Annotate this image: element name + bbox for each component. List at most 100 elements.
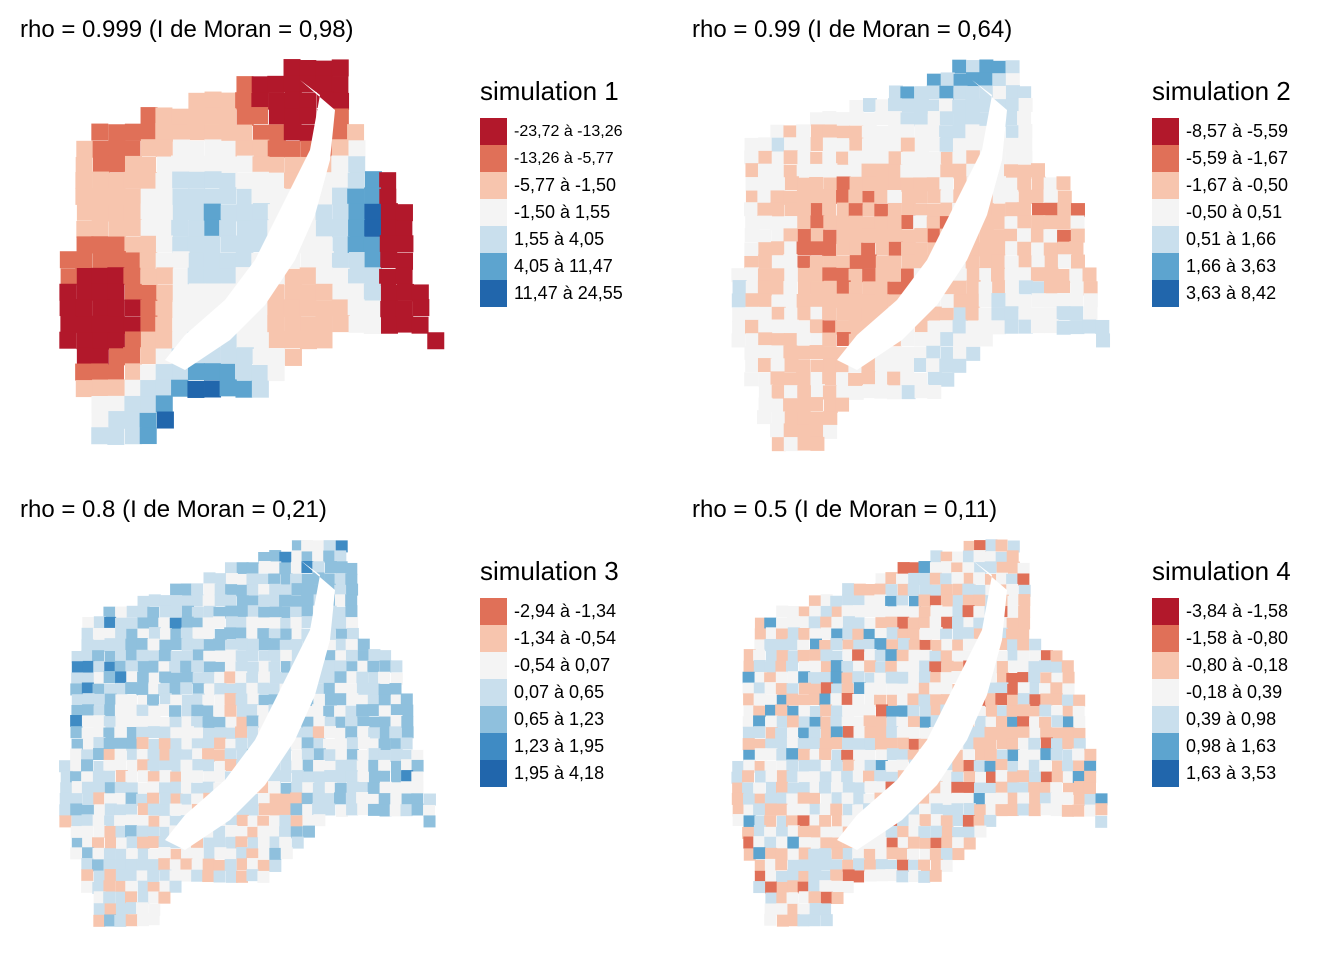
map-region xyxy=(267,140,285,158)
map-region xyxy=(156,156,174,174)
map-region xyxy=(1018,319,1033,334)
map-region xyxy=(137,815,150,828)
map-region xyxy=(978,281,993,296)
map-region xyxy=(952,605,965,618)
map-region xyxy=(745,177,760,192)
map-region xyxy=(1040,748,1053,761)
map-region xyxy=(940,294,955,309)
map-region xyxy=(783,423,798,438)
map-region xyxy=(92,837,105,850)
map-region xyxy=(247,693,260,706)
map-region xyxy=(268,573,281,586)
map-region xyxy=(831,892,844,905)
map-region xyxy=(810,306,825,321)
map-region xyxy=(962,550,975,563)
map-region xyxy=(1017,202,1032,217)
map-region xyxy=(784,385,799,400)
map-region xyxy=(268,107,286,125)
map-region xyxy=(258,694,271,707)
map-region xyxy=(808,870,821,883)
map-region xyxy=(874,384,889,399)
map-region xyxy=(1095,803,1108,816)
map-region xyxy=(848,281,863,296)
map-region xyxy=(940,683,953,696)
map-region xyxy=(108,348,126,366)
map-region xyxy=(364,187,382,205)
map-region xyxy=(204,380,222,398)
map-region xyxy=(842,649,855,662)
map-region xyxy=(908,562,921,575)
legend-item: 4,05 à 11,47 xyxy=(480,253,623,280)
map-region xyxy=(1018,594,1031,607)
map-region xyxy=(411,316,429,334)
map-region xyxy=(914,124,929,139)
map-region xyxy=(91,427,109,445)
map-region xyxy=(776,914,789,927)
map-region xyxy=(962,605,975,618)
map-region xyxy=(335,650,348,663)
map-region xyxy=(104,782,117,795)
map-region xyxy=(808,914,821,927)
map-region xyxy=(236,108,254,126)
map-region xyxy=(926,99,941,114)
map-region xyxy=(155,235,173,253)
map-region xyxy=(139,172,157,190)
map-region xyxy=(927,163,942,178)
map-region xyxy=(148,891,161,904)
map-region xyxy=(842,594,855,607)
map-region xyxy=(886,639,899,652)
map-region xyxy=(862,228,877,243)
map-region xyxy=(1029,638,1042,651)
map-region xyxy=(169,803,182,816)
map-region xyxy=(258,551,271,564)
map-region xyxy=(864,738,877,751)
map-region xyxy=(862,384,877,399)
map-region xyxy=(885,869,898,882)
map-region xyxy=(390,748,403,761)
map-region xyxy=(830,650,843,663)
map-region xyxy=(332,187,350,205)
map-region xyxy=(888,228,903,243)
map-region xyxy=(897,737,910,750)
map-region xyxy=(331,76,349,94)
map-region xyxy=(754,672,767,685)
map-region xyxy=(757,229,772,244)
map-region xyxy=(1030,163,1045,178)
map-region xyxy=(345,605,358,618)
map-region xyxy=(830,880,843,893)
map-region xyxy=(797,306,812,321)
map-region xyxy=(323,738,336,751)
map-region xyxy=(368,649,381,662)
map-region xyxy=(979,255,994,270)
map-region xyxy=(284,268,302,286)
map-region xyxy=(181,705,194,718)
map-region xyxy=(984,561,997,574)
map-region xyxy=(952,319,967,334)
map-region xyxy=(1070,320,1085,335)
map-region xyxy=(810,137,825,152)
map-region xyxy=(836,125,851,140)
map-region xyxy=(765,847,778,860)
map-region xyxy=(236,188,254,206)
map-region xyxy=(952,280,967,295)
map-region xyxy=(810,384,825,399)
map-region xyxy=(76,220,94,238)
map-region xyxy=(379,781,392,794)
map-region xyxy=(235,363,253,381)
map-region xyxy=(1031,176,1046,191)
legend-item: -0,18 à 0,39 xyxy=(1152,679,1291,706)
map-region xyxy=(996,650,1009,663)
map-region xyxy=(1018,255,1033,270)
map-region xyxy=(148,836,161,849)
map-region xyxy=(798,606,811,619)
map-region xyxy=(913,203,928,218)
map-region xyxy=(973,617,986,630)
map-region xyxy=(823,255,838,270)
map-region xyxy=(92,782,105,795)
map-region xyxy=(852,693,865,706)
map-region xyxy=(1039,716,1052,729)
map-region xyxy=(848,320,863,335)
map-region xyxy=(1017,672,1030,685)
map-region xyxy=(1006,705,1019,718)
map-region xyxy=(984,738,997,751)
